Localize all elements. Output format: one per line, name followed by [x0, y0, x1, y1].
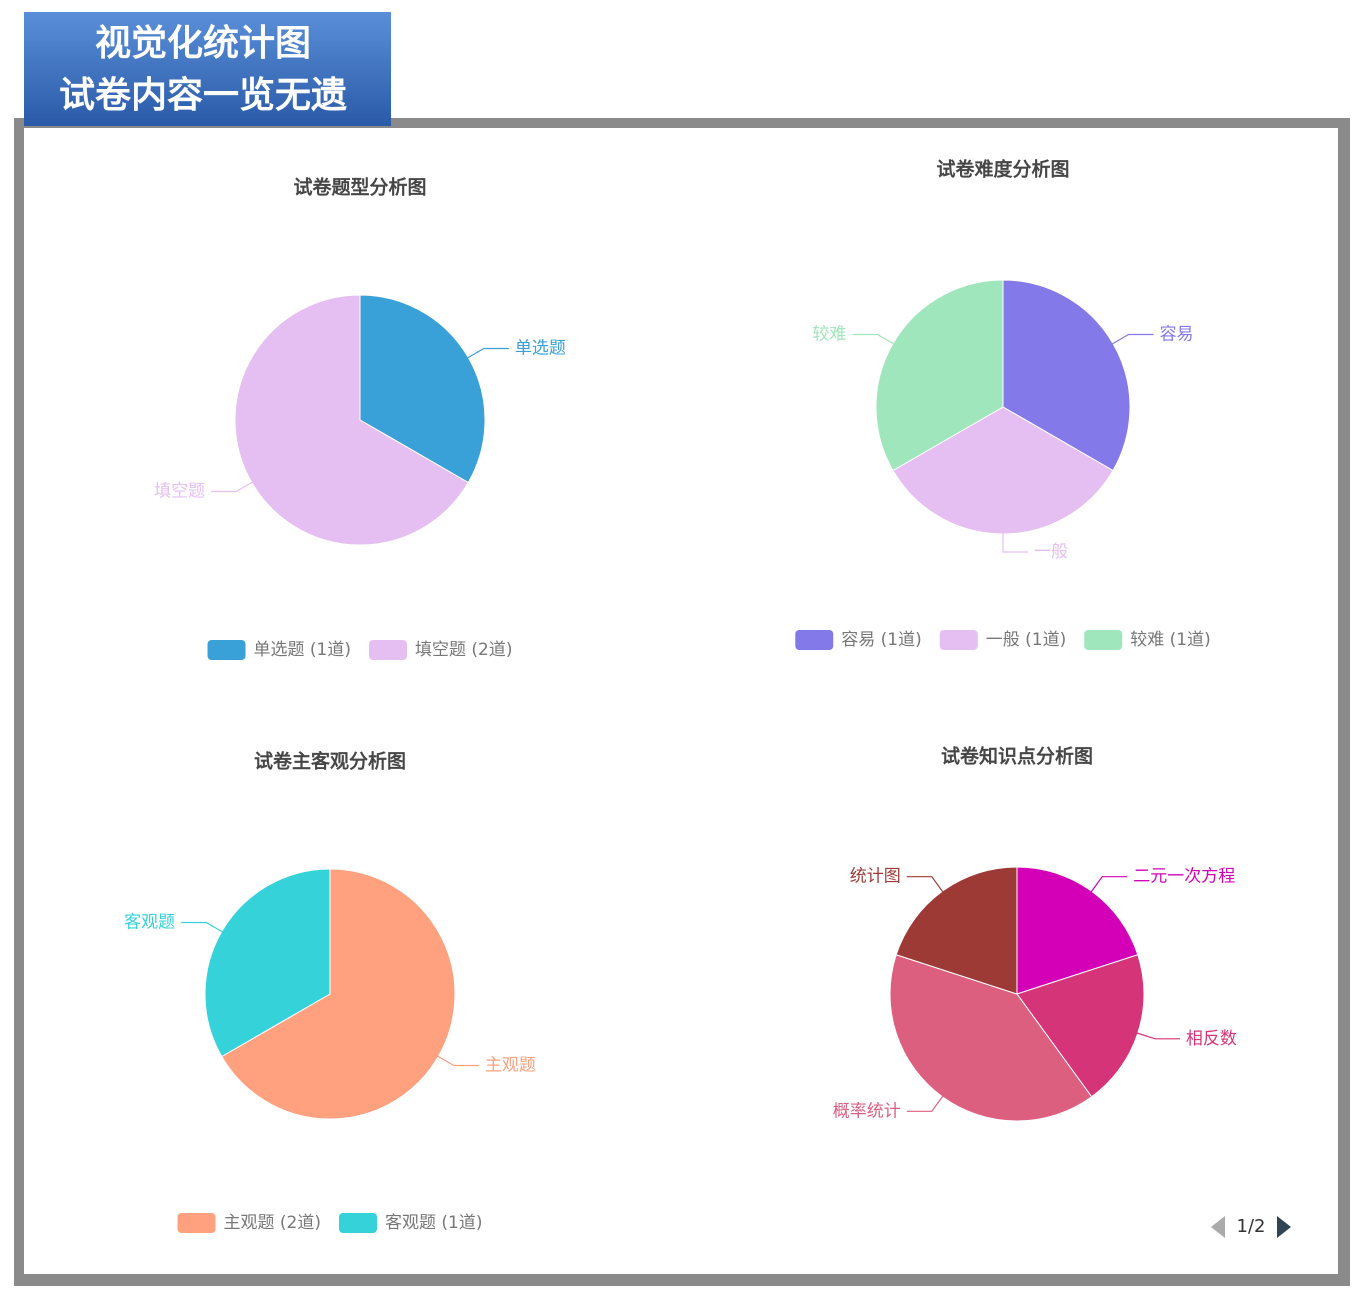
legend-label: 填空题 (2道)	[415, 640, 512, 660]
slice-label: 较难	[812, 325, 846, 345]
leader-line	[852, 333, 896, 346]
legend-swatch	[177, 1213, 216, 1233]
legend-swatch	[795, 630, 834, 650]
slice-label: 相反数	[1186, 1029, 1237, 1049]
leader-line	[906, 876, 945, 894]
legend-prev[interactable]	[1211, 1216, 1225, 1238]
legend-label: 单选题 (1道)	[254, 640, 351, 660]
leader-line	[181, 921, 224, 934]
legend-swatch	[369, 640, 407, 660]
chart-title: 试卷难度分析图	[936, 158, 1069, 181]
slice-label: 填空题	[154, 482, 205, 502]
leader-line	[1002, 532, 1028, 553]
legend: 主观题 (2道) 客观题 (1道)	[177, 1213, 482, 1233]
slice-label: 概率统计	[833, 1101, 901, 1121]
banner-line: 试卷内容一览无遗	[59, 75, 347, 116]
legend-page: 1/2	[1237, 1216, 1266, 1237]
legend-swatch	[1084, 630, 1123, 650]
leader-line	[1135, 1032, 1180, 1040]
leader-line	[1089, 876, 1128, 894]
slice-label: 一般	[1034, 542, 1068, 562]
banner	[24, 12, 391, 126]
banner-line: 视觉化统计图	[95, 23, 311, 64]
slice-label: 容易	[1160, 325, 1194, 345]
legend: 容易 (1道) 一般 (1道) 较难 (1道)	[795, 630, 1211, 650]
legend-label: 主观题 (2道)	[224, 1213, 321, 1233]
legend-label: 客观题 (1道)	[385, 1213, 482, 1233]
slice-label: 单选题	[515, 339, 566, 359]
legend-label: 一般 (1道)	[986, 630, 1066, 650]
legend-swatch	[207, 640, 246, 660]
legend-swatch	[339, 1213, 377, 1233]
slice-label: 统计图	[850, 867, 901, 887]
legend-label: 较难 (1道)	[1130, 630, 1210, 650]
chart-title: 试卷知识点分析图	[941, 745, 1093, 768]
leader-line	[906, 1094, 945, 1112]
leader-line	[211, 480, 254, 493]
leader-line	[1110, 333, 1154, 346]
chart-title: 试卷主客观分析图	[254, 750, 406, 773]
chart-title: 试卷题型分析图	[293, 176, 426, 199]
slice-label: 二元一次方程	[1133, 867, 1235, 887]
panel	[24, 128, 1338, 1274]
legend-next[interactable]	[1277, 1216, 1291, 1238]
leader-line	[466, 347, 509, 360]
legend-label: 容易 (1道)	[841, 630, 921, 650]
legend: 单选题 (1道) 填空题 (2道)	[207, 640, 512, 660]
slice-label: 客观题	[124, 913, 175, 933]
leader-line	[436, 1054, 479, 1067]
legend-swatch	[939, 630, 978, 650]
slice-label: 主观题	[485, 1056, 536, 1076]
